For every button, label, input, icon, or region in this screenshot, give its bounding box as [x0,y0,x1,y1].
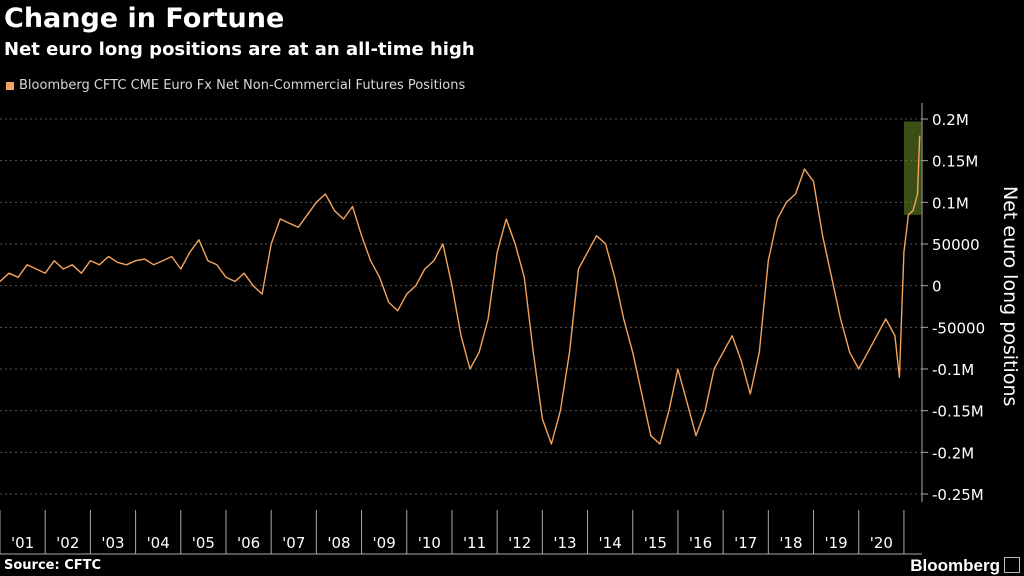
legend: Bloomberg CFTC CME Euro Fx Net Non-Comme… [6,78,465,94]
x-tick-label: '20 [870,534,893,552]
x-tick-label: '18 [779,534,802,552]
x-tick-label: '19 [825,534,848,552]
x-tick-label: '06 [237,534,260,552]
x-tick-label: '09 [373,534,396,552]
bloomberg-logo: Bloomberg [910,556,1000,575]
x-tick-label: '15 [644,534,667,552]
y-tick-label: -0.2M [932,444,974,462]
y-tick-label: 0.15M [932,153,978,171]
highlight-box [903,121,922,215]
legend-label: Bloomberg CFTC CME Euro Fx Net Non-Comme… [19,78,466,93]
y-tick-label: 0.2M [932,111,969,129]
chart-subtitle: Net euro long positions are at an all-ti… [4,39,475,60]
x-tick-label: '10 [418,534,441,552]
bloomberg-mark-icon [1004,557,1020,573]
y-tick-label: -50000 [932,319,985,337]
x-tick-label: '11 [463,534,486,552]
x-tick-label: '12 [508,534,531,552]
source-note: Source: CFTC [4,558,102,573]
series-line [0,135,921,445]
x-tick-label: '02 [56,534,79,552]
x-tick-label: '13 [553,534,576,552]
x-tick-label: '16 [689,534,712,552]
x-tick-label: '05 [192,534,215,552]
y-tick-label: 0.1M [932,194,969,212]
x-tick-label: '08 [327,534,350,552]
y-axis-label: Net euro long positions [999,186,1021,406]
x-tick-label: '03 [101,534,124,552]
legend-swatch [6,82,14,90]
y-tick-label: -0.15M [932,403,984,421]
x-tick-label: '14 [599,534,622,552]
y-tick-label: 0 [932,278,942,296]
x-tick-label: '07 [282,534,305,552]
x-tick-label: '01 [11,534,34,552]
y-tick-label: -0.1M [932,361,974,379]
y-tick-label: 50000 [932,236,980,254]
x-tick-label: '04 [147,534,170,552]
y-tick-label: -0.25M [932,486,984,504]
chart-title: Change in Fortune [4,3,285,34]
x-tick-label: '17 [734,534,757,552]
